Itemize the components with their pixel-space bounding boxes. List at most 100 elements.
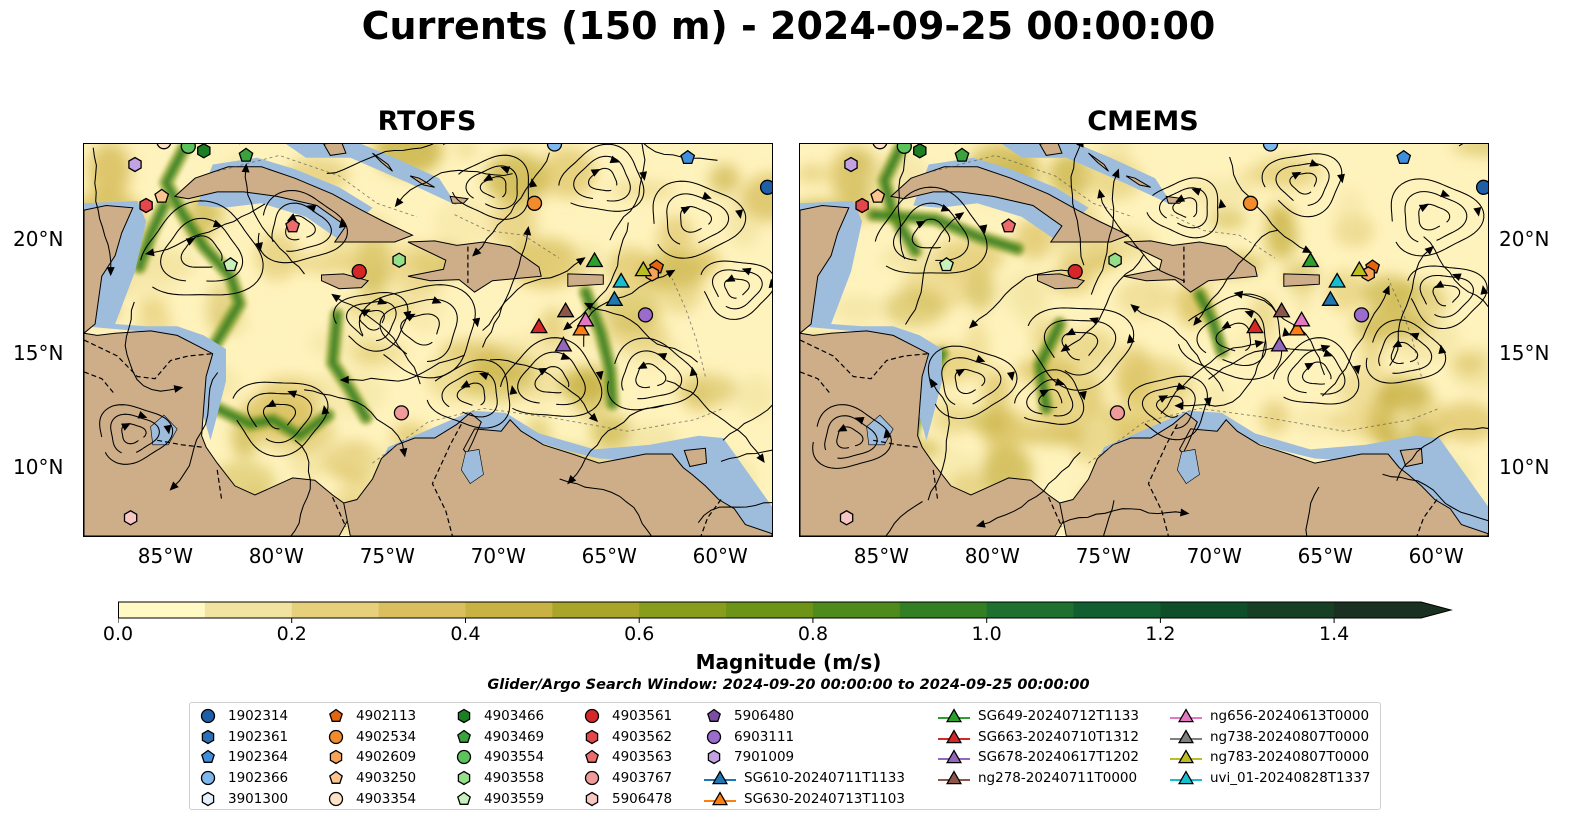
float-marker-4903466 (197, 144, 211, 159)
triangle-marker-icon (1170, 749, 1202, 764)
float-marker-4903469 (238, 147, 254, 162)
legend-label: uvi_01-20240828T1337 (1210, 770, 1371, 787)
legend-item-4903250: 4903250 (326, 768, 416, 789)
legend-item-SG649-20240712T1133: SG649-20240712T1133 (938, 706, 1139, 727)
legend-label: ng656-20240613T0000 (1210, 708, 1370, 725)
land-southam (1059, 412, 1488, 536)
legend-item-4903767: 4903767 (582, 768, 672, 789)
legend-item-5906478: 5906478 (582, 788, 672, 809)
legend-item-SG663-20240710T1312: SG663-20240710T1312 (938, 727, 1139, 748)
legend-label: 5906480 (734, 708, 795, 725)
float-marker-1902366 (1262, 144, 1279, 152)
float-marker-4903562 (855, 197, 869, 214)
float-marker-4903562 (139, 197, 153, 214)
float-marker-1902364 (680, 149, 696, 165)
float-marker-4903354 (156, 144, 172, 150)
colorbar-bin (552, 602, 640, 618)
circle-marker-icon (328, 791, 344, 806)
float-marker-4903558 (392, 252, 406, 268)
legend-label: 5906478 (612, 790, 673, 807)
pentagon-marker-icon (585, 750, 599, 764)
colorbar-bin (465, 602, 553, 618)
lon-tick-label: 70°W (470, 544, 526, 568)
land-grbahama (409, 175, 435, 188)
legend-item-1902366: 1902366 (198, 768, 288, 789)
float-marker-4902609 (1361, 266, 1375, 282)
legend-label: SG663-20240710T1312 (978, 728, 1139, 745)
land-puertorico (567, 273, 604, 287)
glider-marker-SG649-20240712T1133 (585, 251, 604, 268)
lat-tick-label-right: 20°N (1499, 226, 1550, 251)
lon-tick-label: 65°W (1297, 544, 1353, 568)
legend-label: 4903554 (484, 749, 545, 766)
colorbar-bin (639, 602, 727, 618)
legend-label: 4903563 (612, 749, 673, 766)
legend-label: 1902361 (228, 728, 289, 745)
colorbar-bin (1073, 602, 1161, 618)
float-marker-4902534 (526, 195, 543, 211)
float-marker-1902366 (546, 144, 563, 152)
hexagon-marker-icon (585, 791, 599, 806)
legend-item-5906480: 5906480 (704, 706, 905, 727)
legend-label: 4903466 (484, 708, 545, 725)
legend-label: 3901300 (228, 790, 289, 807)
float-marker-1902364 (1396, 149, 1412, 165)
lon-tick-label: 85°W (137, 544, 193, 568)
land-andros2 (372, 152, 393, 172)
legend-label: 7901009 (734, 749, 795, 766)
float-marker-1902314 (759, 179, 772, 195)
hexagon-marker-icon (707, 750, 721, 765)
legend-item-1902361: 1902361 (198, 727, 288, 748)
float-marker-4903563 (1001, 218, 1017, 233)
legend-label: 4903469 (484, 728, 545, 745)
triangle-marker-icon (938, 729, 970, 744)
float-marker-5906478 (839, 510, 854, 526)
legend-label: 1902366 (228, 770, 289, 787)
float-marker-7901009 (844, 156, 858, 173)
legend-item-4903559: 4903559 (454, 788, 544, 809)
colorbar-bin (899, 602, 988, 618)
float-marker-4903250 (870, 188, 886, 203)
legend-label: 4903354 (356, 790, 417, 807)
legend-label: SG649-20240712T1133 (978, 708, 1139, 725)
map-panel-rtofs (83, 143, 773, 537)
lat-tick-label-right: 10°N (1499, 454, 1550, 479)
float-marker-4902609 (645, 266, 659, 282)
streamlines (92, 144, 772, 536)
land-bahamas (323, 144, 347, 156)
land-hispaniola (407, 240, 542, 293)
land-yucatan (800, 204, 850, 334)
legend-item-ng278-20240711T0000: ng278-20240711T0000 (938, 768, 1139, 789)
legend-item-4903558: 4903558 (454, 768, 544, 789)
legend-label: 6903111 (734, 728, 795, 745)
hexagon-marker-icon (329, 750, 343, 765)
cmems-map-canvas (800, 144, 1488, 536)
float-marker-4903561 (1067, 263, 1083, 280)
colorbar-tick-label: 0.8 (797, 623, 829, 645)
land-trinidad (1399, 447, 1424, 468)
legend-label: 4903562 (612, 728, 673, 745)
legend-item-ng656-20240613T0000: ng656-20240613T0000 (1170, 706, 1370, 727)
pentagon-marker-icon (329, 708, 343, 723)
land-yucatan (84, 204, 134, 334)
legend-item-4903563: 4903563 (582, 747, 672, 768)
map-panel-cmems (799, 143, 1489, 537)
legend: 1902314 1902361 1902364 1902366 3901300 49021… (189, 702, 1381, 810)
legend-label: ng278-20240711T0000 (978, 770, 1138, 787)
legend-item-SG630-20240713T1103: SG630-20240713T1103 (704, 788, 905, 809)
legend-item-uvi_01-20240828T1337: uvi_01-20240828T1337 (1170, 768, 1370, 789)
lon-tick-label: 80°W (964, 544, 1020, 568)
hexagon-marker-icon (457, 709, 471, 724)
legend-label: SG678-20240617T1202 (978, 749, 1139, 766)
legend-item-1902314: 1902314 (198, 706, 288, 727)
land-masses (84, 144, 772, 536)
triangle-marker-icon (938, 708, 970, 723)
glider-marker-ng783-20240807T0000 (1350, 260, 1369, 277)
lon-tick-label: 85°W (853, 544, 909, 568)
colorbar-tick-label: 1.0 (971, 623, 1002, 645)
legend-label: 4903559 (484, 790, 545, 807)
colorbar-tick-label: 1.2 (1145, 623, 1176, 645)
land-southam (343, 412, 772, 536)
glider-marker-SG610-20240711T1133 (605, 290, 624, 306)
colorbar-label: Magnitude (m/s) (695, 650, 882, 674)
